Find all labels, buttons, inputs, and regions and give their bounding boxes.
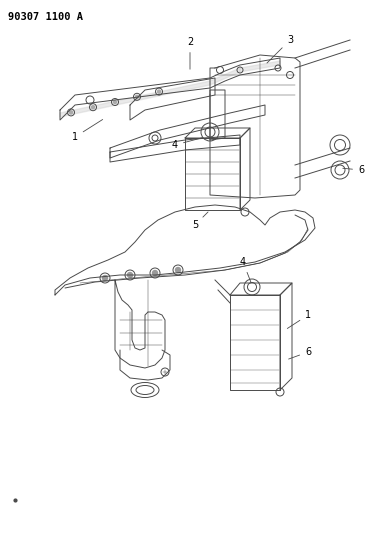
- Circle shape: [176, 268, 181, 272]
- Text: 90307 1100 A: 90307 1100 A: [8, 12, 83, 22]
- Polygon shape: [240, 61, 280, 72]
- Text: 4: 4: [172, 138, 202, 150]
- Text: 6: 6: [343, 165, 364, 175]
- Circle shape: [113, 101, 117, 103]
- Circle shape: [157, 90, 161, 93]
- Text: 4: 4: [240, 257, 251, 282]
- Text: 2: 2: [187, 37, 193, 69]
- Circle shape: [152, 271, 157, 276]
- Circle shape: [135, 95, 139, 98]
- Text: 6: 6: [289, 347, 311, 359]
- Text: 3: 3: [267, 35, 293, 63]
- Circle shape: [91, 106, 95, 109]
- Circle shape: [69, 111, 73, 114]
- Text: 1: 1: [287, 310, 311, 328]
- Polygon shape: [60, 81, 210, 117]
- Circle shape: [127, 272, 132, 278]
- Polygon shape: [210, 68, 240, 85]
- Circle shape: [103, 276, 107, 280]
- Text: 1: 1: [72, 119, 103, 142]
- Text: 5: 5: [192, 212, 208, 230]
